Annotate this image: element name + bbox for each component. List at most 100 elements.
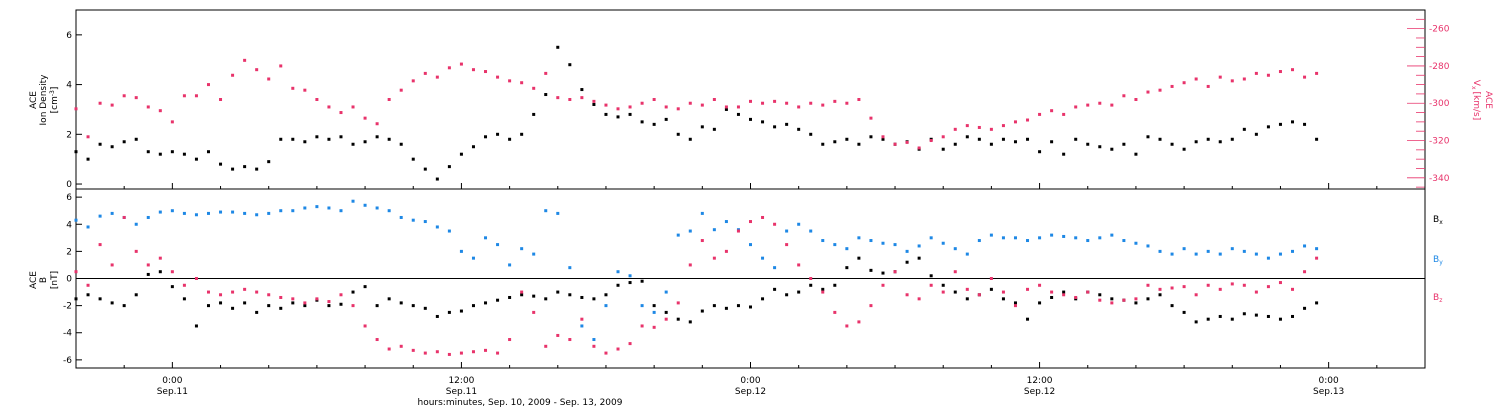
density-point <box>736 112 740 116</box>
bx-point <box>749 305 752 309</box>
bz-point <box>616 347 620 351</box>
bx-point <box>1266 314 1270 318</box>
by-point <box>1026 239 1030 243</box>
xtick-date-label: Sep.12 <box>1024 387 1055 397</box>
bz-point <box>303 301 307 305</box>
bx-point <box>134 293 138 297</box>
bz-point <box>435 350 439 354</box>
density-point <box>700 125 704 129</box>
top-left-label-line3: [cm-3] <box>49 87 60 114</box>
bz-point <box>965 287 969 291</box>
density-point <box>845 137 849 141</box>
by-point <box>1110 233 1114 237</box>
bx-point <box>375 304 379 308</box>
density-point <box>773 125 777 129</box>
xtick-date-label: Sep.13 <box>1313 387 1344 397</box>
vx-point <box>1230 79 1234 83</box>
bx-point <box>1013 301 1017 305</box>
vx-point <box>206 83 210 87</box>
bz-point <box>339 293 343 297</box>
bx-point <box>1062 290 1066 294</box>
bx-point <box>435 314 439 318</box>
by-point <box>86 225 90 229</box>
density-point <box>1254 132 1258 136</box>
vx-point <box>700 103 704 107</box>
legend-bz: Bz <box>1433 293 1442 304</box>
by-point <box>688 229 692 233</box>
bx-point <box>688 320 692 324</box>
by-point <box>375 206 379 210</box>
top-y2tick-label: -320 <box>1429 137 1450 147</box>
by-point <box>1230 247 1234 251</box>
bx-point <box>664 310 668 314</box>
bz-point <box>327 300 331 304</box>
density-point <box>219 162 223 166</box>
density-point <box>664 117 668 121</box>
bz-point <box>1170 286 1174 290</box>
by-point <box>1278 252 1282 256</box>
density-point <box>423 167 427 171</box>
vx-point <box>797 105 801 109</box>
density-point <box>977 137 981 141</box>
bx-point <box>459 309 463 313</box>
by-point <box>761 256 765 260</box>
density-point <box>652 122 656 126</box>
density-point <box>688 137 692 141</box>
bz-point <box>423 351 427 355</box>
vx-point <box>761 101 765 105</box>
density-point <box>1194 140 1198 144</box>
vx-point <box>736 105 740 109</box>
bz-point <box>122 215 126 219</box>
bx-point <box>965 297 969 301</box>
vx-point <box>676 107 680 111</box>
density-point <box>941 147 945 151</box>
bz-point <box>375 338 379 342</box>
top-right-axis-label: ACE Vx[km/s] <box>1470 80 1493 120</box>
bz-point <box>917 297 921 301</box>
bx-point <box>676 317 680 321</box>
vx-point <box>845 101 849 105</box>
bz-point <box>736 229 740 233</box>
vx-point <box>122 94 126 98</box>
bz-point <box>1266 285 1270 289</box>
vx-point <box>857 98 861 101</box>
bx-point <box>146 272 150 276</box>
top-ytick-label: 0 <box>66 180 72 190</box>
bx-point <box>1001 297 1005 301</box>
bz-point <box>749 220 752 224</box>
density-point <box>881 137 885 141</box>
top-ytick-label: 4 <box>66 81 72 91</box>
bx-point <box>532 294 536 298</box>
bz-point <box>712 256 716 260</box>
density-point <box>712 127 716 131</box>
vx-point <box>809 101 813 105</box>
by-point <box>965 252 969 256</box>
density-point <box>86 157 90 161</box>
vx-point <box>1074 105 1078 109</box>
vx-point <box>1158 88 1162 92</box>
bz-point <box>953 270 957 274</box>
density-point <box>1291 120 1295 124</box>
vx-point <box>604 103 608 107</box>
by-point <box>917 244 921 248</box>
bz-point <box>98 243 102 247</box>
bx-point <box>291 301 295 305</box>
bx-point <box>1170 304 1174 308</box>
bx-point <box>616 283 620 287</box>
bottom-ytick-label: 6 <box>66 193 72 203</box>
bz-point <box>508 338 512 342</box>
by-point <box>1315 247 1319 251</box>
density-point <box>327 137 331 141</box>
vx-point <box>616 107 620 111</box>
bx-point <box>194 324 198 328</box>
bx-point <box>158 270 162 274</box>
vx-point <box>327 105 331 109</box>
bz-point <box>857 320 861 324</box>
density-point <box>1218 140 1222 144</box>
bz-point <box>484 348 488 352</box>
by-point <box>1266 256 1270 260</box>
by-point <box>1291 249 1295 253</box>
bz-point <box>845 324 849 328</box>
density-point <box>1158 137 1162 141</box>
by-point <box>941 241 945 245</box>
